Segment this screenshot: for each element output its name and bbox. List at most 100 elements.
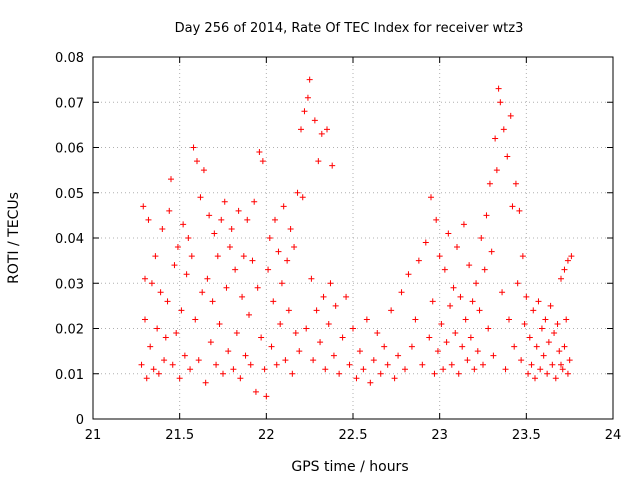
data-point xyxy=(301,108,308,115)
data-point xyxy=(566,357,573,364)
y-tick-label: 0.07 xyxy=(55,96,84,111)
data-point xyxy=(188,253,195,260)
data-point xyxy=(240,253,247,260)
data-point xyxy=(356,348,363,355)
data-point xyxy=(564,370,571,377)
data-point xyxy=(322,366,329,373)
data-point xyxy=(391,375,398,382)
data-point xyxy=(157,289,164,296)
data-point xyxy=(180,221,187,228)
data-point xyxy=(199,289,206,296)
data-point xyxy=(350,325,356,332)
data-point xyxy=(296,348,303,355)
data-point xyxy=(504,153,511,160)
data-point xyxy=(398,289,405,296)
x-tick-label: 23 xyxy=(431,428,448,443)
data-point xyxy=(164,298,171,305)
data-point xyxy=(559,366,566,373)
data-point xyxy=(537,366,544,373)
data-point xyxy=(445,230,452,237)
data-point xyxy=(483,212,490,219)
data-point xyxy=(422,239,429,246)
data-point xyxy=(268,343,275,350)
data-point xyxy=(258,334,265,341)
data-point xyxy=(384,361,391,368)
data-point xyxy=(270,298,277,305)
data-point xyxy=(187,366,194,373)
data-point xyxy=(471,366,478,373)
data-point xyxy=(538,325,545,332)
data-point xyxy=(263,393,270,400)
data-point xyxy=(173,330,180,337)
data-point xyxy=(294,189,301,196)
data-point xyxy=(540,352,547,359)
data-point xyxy=(220,370,226,377)
data-point xyxy=(216,320,223,327)
data-point xyxy=(370,357,377,364)
data-point xyxy=(329,162,336,169)
data-point xyxy=(311,117,318,124)
data-point xyxy=(495,85,502,92)
data-point xyxy=(200,167,207,174)
data-point xyxy=(563,316,570,323)
data-point xyxy=(493,167,500,174)
data-point xyxy=(261,366,268,373)
data-point xyxy=(412,316,419,323)
data-point xyxy=(530,307,537,314)
y-axis-ticks: 0 0.01 0.02 0.03 0.04 0.05 0.06 0.07 0.08 xyxy=(55,51,613,428)
data-point xyxy=(381,343,388,350)
data-point xyxy=(282,357,289,364)
data-point xyxy=(171,262,178,269)
data-point xyxy=(251,198,258,205)
data-point xyxy=(142,275,148,282)
data-point xyxy=(246,311,252,318)
data-point xyxy=(285,307,292,314)
data-point xyxy=(332,302,339,309)
data-point xyxy=(237,375,244,382)
y-tick-label: 0.05 xyxy=(55,187,84,202)
data-point xyxy=(478,235,485,241)
data-point xyxy=(533,343,540,350)
data-point xyxy=(377,370,384,377)
data-point xyxy=(500,126,507,133)
data-point xyxy=(459,343,466,350)
x-tick-label: 21 xyxy=(85,428,102,443)
data-point xyxy=(512,180,519,187)
data-point xyxy=(145,216,152,223)
data-point xyxy=(190,144,197,151)
data-point xyxy=(197,194,204,201)
data-point xyxy=(485,325,492,332)
y-tick-label: 0.08 xyxy=(55,51,84,66)
data-point xyxy=(551,330,558,337)
data-point xyxy=(460,221,467,228)
data-point xyxy=(306,76,313,83)
data-point xyxy=(507,112,514,119)
data-point xyxy=(346,361,353,368)
data-point xyxy=(499,289,506,296)
data-point xyxy=(213,361,220,368)
data-point xyxy=(488,248,495,255)
data-point xyxy=(148,280,155,287)
data-point xyxy=(568,253,575,260)
data-point xyxy=(408,343,415,350)
data-point xyxy=(448,361,455,368)
data-point xyxy=(474,348,481,355)
data-point xyxy=(480,361,486,368)
y-axis-title: ROTI / TECUs xyxy=(6,192,22,284)
data-point xyxy=(244,216,251,223)
data-point xyxy=(363,316,370,323)
data-point xyxy=(544,370,551,377)
data-point xyxy=(256,149,263,156)
chart-title: Day 256 of 2014, Rate Of TEC Index for r… xyxy=(175,21,524,36)
x-tick-label: 22 xyxy=(258,428,275,443)
data-point xyxy=(464,357,471,364)
data-point xyxy=(462,316,469,323)
x-axis-title: GPS time / hours xyxy=(291,459,408,475)
data-point xyxy=(388,307,395,314)
data-point xyxy=(252,388,259,395)
x-tick-label: 22.5 xyxy=(339,428,368,443)
data-point xyxy=(492,135,499,142)
data-point xyxy=(455,370,462,377)
data-point xyxy=(194,158,200,165)
